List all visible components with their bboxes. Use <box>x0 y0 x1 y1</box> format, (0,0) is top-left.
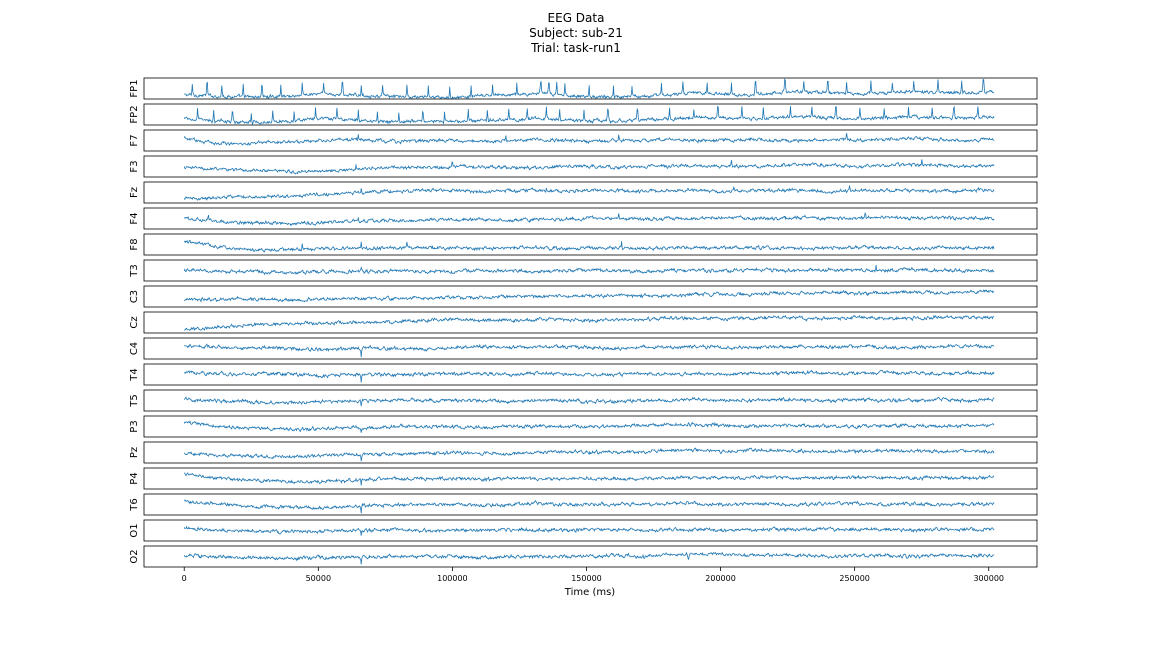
channel-label: Fz <box>129 187 140 198</box>
figure-subject-line: Subject: sub-21 <box>529 26 623 40</box>
channel-frame <box>143 493 1038 516</box>
channel-label: Cz <box>129 316 140 328</box>
x-tick-label: 0 <box>182 574 187 583</box>
channel-trace-t4 <box>183 369 995 383</box>
figure-trial-line: Trial: task-run1 <box>531 41 621 55</box>
channel-frame <box>143 519 1038 542</box>
x-tick-label: 50000 <box>306 574 331 583</box>
channel-trace-f7 <box>183 132 995 147</box>
channel-panel-c3: C3 <box>129 285 1038 308</box>
channel-frame <box>143 545 1038 568</box>
channel-frame <box>143 259 1038 282</box>
channel-frame <box>143 311 1038 334</box>
channel-trace-f3 <box>183 159 995 175</box>
channel-label: F4 <box>129 212 140 224</box>
channel-frame <box>143 103 1038 126</box>
channel-label: T3 <box>129 264 140 277</box>
channel-panel-o1: O1 <box>129 519 1038 542</box>
channel-label: P3 <box>129 420 140 432</box>
channel-label: FP2 <box>129 105 140 123</box>
channel-frame <box>143 285 1038 308</box>
channel-label: F3 <box>129 160 140 172</box>
channel-trace-p3 <box>183 420 995 433</box>
channel-panel-p3: P3 <box>129 415 1038 438</box>
channel-frame <box>143 155 1038 178</box>
channel-trace-fp1 <box>184 77 995 100</box>
channel-trace-fp2 <box>183 105 995 126</box>
channel-frame <box>143 77 1038 100</box>
figure-title-block: EEG Data Subject: sub-21 Trial: task-run… <box>0 11 1152 56</box>
channel-trace-pz <box>183 447 995 462</box>
channel-panel-t5: T5 <box>129 389 1038 412</box>
channel-label: C4 <box>129 342 140 355</box>
channel-panel-fz: Fz <box>129 181 1038 204</box>
channel-trace-p4 <box>184 472 995 486</box>
channel-panel-t6: T6 <box>129 493 1038 516</box>
channel-trace-t6 <box>183 499 995 514</box>
channel-frame <box>143 389 1038 412</box>
x-tick-label: 250000 <box>839 574 870 583</box>
channel-frame <box>143 129 1038 152</box>
channel-trace-c3 <box>184 289 995 303</box>
channel-panel-c4: C4 <box>129 337 1038 360</box>
channel-label: O1 <box>129 523 140 537</box>
channel-panel-p4: P4 <box>129 467 1038 490</box>
channel-frame <box>143 207 1038 230</box>
channel-label: T6 <box>129 498 140 511</box>
channel-frame <box>143 233 1038 256</box>
channel-frame <box>143 415 1038 438</box>
channel-trace-o1 <box>183 525 995 536</box>
channel-panel-fp2: FP2 <box>129 103 1038 126</box>
channel-trace-cz <box>183 314 995 331</box>
channel-trace-f4 <box>183 212 995 227</box>
channel-trace-t3 <box>183 265 995 276</box>
channel-trace-fz <box>183 185 995 201</box>
channel-label: FP1 <box>129 79 140 97</box>
channel-label: O2 <box>129 549 140 563</box>
channel-panel-o2: O2 <box>129 545 1038 568</box>
x-tick-label: 100000 <box>437 574 468 583</box>
channel-label: T4 <box>129 368 140 381</box>
channel-panel-f8: F8 <box>129 233 1038 256</box>
channel-trace-f8 <box>183 239 995 253</box>
channel-panel-fp1: FP1 <box>129 77 1038 100</box>
channel-frame <box>143 181 1038 204</box>
channel-panels: FP1 FP2 F7 F3 Fz F4 F8 T3 C3 Cz C4 T4 T5 P3 Pz P4 T6 O1 O2 <box>129 77 1038 568</box>
channel-label: P4 <box>129 472 140 484</box>
channel-panel-f7: F7 <box>129 129 1038 152</box>
channel-label: C3 <box>129 290 140 303</box>
channel-frame <box>143 363 1038 386</box>
channel-label: F8 <box>129 238 140 250</box>
x-tick-label: 150000 <box>571 574 602 583</box>
channel-label: T5 <box>129 394 140 407</box>
channel-frame <box>143 441 1038 464</box>
channel-trace-t5 <box>183 396 995 407</box>
channel-trace-o2 <box>183 551 995 565</box>
figure-title: EEG Data <box>547 11 605 25</box>
channel-frame <box>143 467 1038 490</box>
channel-label: Pz <box>129 447 140 458</box>
channel-panel-t3: T3 <box>129 259 1038 282</box>
channel-frame <box>143 337 1038 360</box>
x-tick-label: 300000 <box>973 574 1004 583</box>
channel-trace-c4 <box>183 343 995 358</box>
channel-panel-t4: T4 <box>129 363 1038 386</box>
channel-panel-pz: Pz <box>129 441 1038 464</box>
x-axis: 0 50000 100000 150000 200000 250000 300000 <box>182 567 1004 583</box>
x-tick-label: 200000 <box>705 574 736 583</box>
channel-panel-f4: F4 <box>129 207 1038 230</box>
channel-label: F7 <box>129 134 140 146</box>
channel-panel-f3: F3 <box>129 155 1038 178</box>
x-axis-label: Time (ms) <box>564 587 616 598</box>
channel-panel-cz: Cz <box>129 311 1038 334</box>
